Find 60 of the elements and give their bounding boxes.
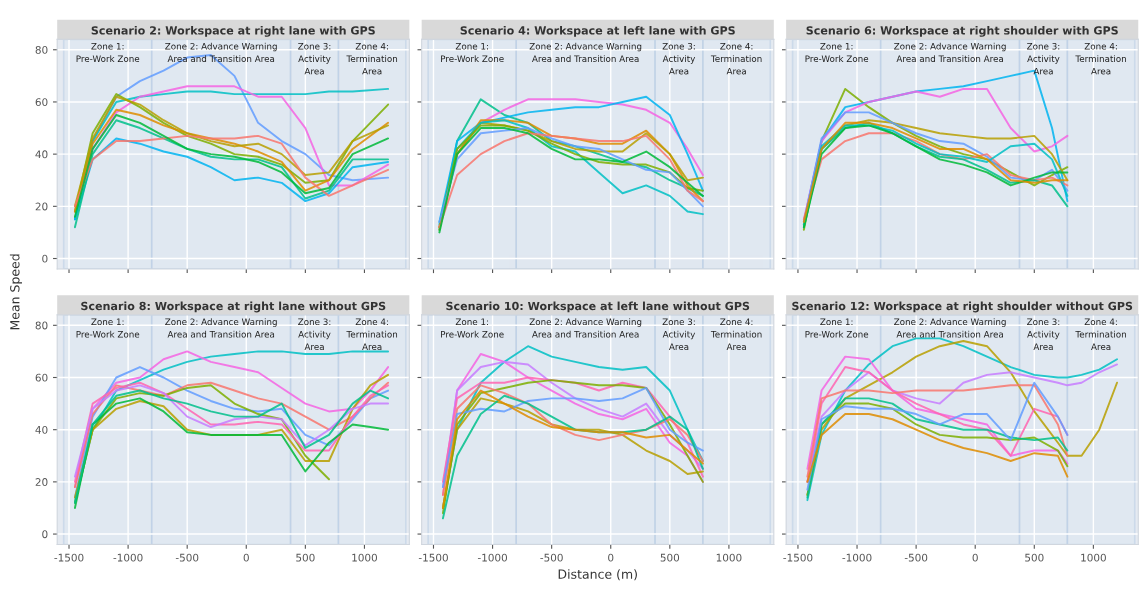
y-tick-label: 60 bbox=[35, 98, 48, 107]
y-tick-label: 20 bbox=[35, 202, 48, 211]
band-label: Zone 4: Termination Area bbox=[1075, 318, 1126, 351]
x-tick-label: 500 bbox=[660, 553, 680, 562]
band-label: Zone 2: Advance Warning Area and Transition Area bbox=[529, 318, 642, 338]
x-tick-label: -500 bbox=[540, 553, 563, 562]
y-tick-label: 0 bbox=[42, 530, 48, 539]
x-tick-label: 1000 bbox=[1081, 553, 1106, 562]
x-tick-label: 1000 bbox=[352, 553, 377, 562]
band-label: Zone 3: Activity Area bbox=[298, 318, 331, 351]
band-label: Zone 3: Activity Area bbox=[1027, 318, 1060, 351]
x-tick-label: -1000 bbox=[477, 553, 508, 562]
band-label: Zone 2: Advance Warning Area and Transition Area bbox=[894, 42, 1006, 62]
x-tick-label: -500 bbox=[175, 553, 199, 562]
y-tick-label: 40 bbox=[35, 150, 48, 159]
band-label: Zone 4: Termination Area bbox=[710, 318, 762, 351]
band-label: Zone 1: Pre-Work Zone bbox=[441, 43, 504, 62]
band-label: Zone 1: Pre-Work Zone bbox=[805, 43, 869, 62]
band-label: Zone 1: Pre-Work Zone bbox=[441, 318, 504, 338]
x-tick-label: -1500 bbox=[783, 553, 813, 562]
x-tick-label: 1000 bbox=[716, 553, 742, 562]
y-tick-label: 0 bbox=[42, 254, 48, 263]
y-tick-label: 20 bbox=[35, 478, 48, 486]
x-tick-label: 500 bbox=[296, 553, 315, 562]
band-label: Zone 2: Advance Warning Area and Transition Area bbox=[165, 42, 277, 62]
band-label: Zone 4: Termination Area bbox=[1075, 43, 1126, 75]
band-label: Zone 4: Termination Area bbox=[710, 43, 762, 75]
band-label: Zone 3: Activity Area bbox=[662, 42, 696, 75]
band-label: Zone 1: Pre-Work Zone bbox=[76, 43, 140, 62]
band-label: Zone 4: Termination Area bbox=[346, 43, 398, 75]
y-tick-label: 80 bbox=[35, 45, 48, 54]
x-tick-label: -1500 bbox=[418, 553, 448, 562]
chart-title: Scenario 2: Workspace at right lane with GPS bbox=[91, 26, 375, 37]
band-label: Zone 1: Pre-Work Zone bbox=[76, 318, 140, 338]
chart-title: Scenario 4: Workspace at left lane with GPS bbox=[460, 26, 735, 37]
x-tick-label: -500 bbox=[904, 553, 928, 562]
y-tick-label: 60 bbox=[35, 373, 48, 382]
y-tick-label: 40 bbox=[35, 425, 48, 434]
x-tick-label: -1000 bbox=[113, 553, 143, 562]
band-label: Zone 3: Activity Area bbox=[298, 42, 331, 75]
y-tick-label: 80 bbox=[35, 321, 48, 330]
x-tick-label: 0 bbox=[243, 553, 249, 562]
band-label: Zone 1: Pre-Work Zone bbox=[805, 318, 869, 338]
band-label: Zone 3: Activity Area bbox=[662, 318, 696, 351]
x-tick-label: -1500 bbox=[54, 553, 84, 562]
chart-title: Scenario 8: Workspace at right lane without GPS bbox=[81, 301, 386, 313]
chart-title: Scenario 12: Workspace at right shoulder without GPS bbox=[792, 301, 1133, 313]
band-label: Zone 4: Termination Area bbox=[346, 318, 398, 351]
y-axis-title: Mean Speed bbox=[9, 254, 22, 330]
chart-title: Scenario 10: Workspace at left lane without GPS bbox=[446, 301, 750, 313]
band-label: Zone 2: Advance Warning Area and Transition Area bbox=[165, 318, 277, 338]
x-tick-label: 500 bbox=[1025, 553, 1044, 562]
x-tick-label: -1000 bbox=[842, 553, 872, 562]
x-tick-label: 0 bbox=[972, 553, 978, 562]
chart-title: Scenario 6: Workspace at right shoulder with GPS bbox=[806, 26, 1118, 37]
band-label: Zone 3: Activity Area bbox=[1027, 42, 1060, 75]
x-axis-title: Distance (m) bbox=[558, 569, 637, 581]
band-label: Zone 2: Advance Warning Area and Transition Area bbox=[894, 318, 1006, 338]
band-label: Zone 2: Advance Warning Area and Transition Area bbox=[529, 42, 642, 62]
x-tick-label: 0 bbox=[608, 553, 614, 562]
